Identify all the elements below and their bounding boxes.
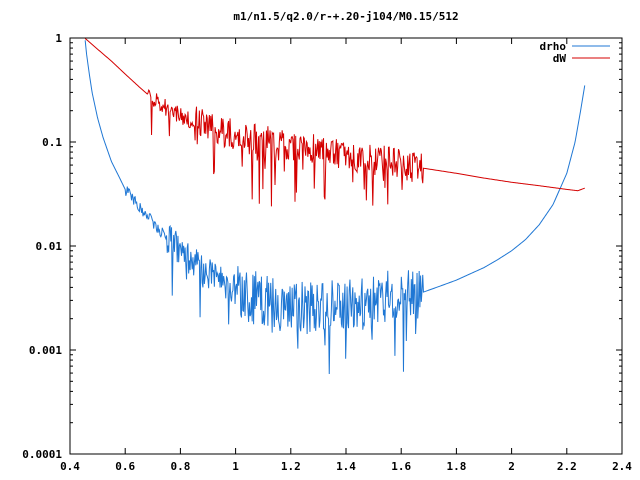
plot-frame bbox=[69, 37, 623, 455]
y-tick-label-3: 0.001 bbox=[29, 344, 62, 357]
x-tick-label-8: 2 bbox=[508, 460, 515, 473]
x-tick-label-10: 2.4 bbox=[612, 460, 632, 473]
axis-ticks: 0.4 0.6 0.8 1 1.2 1.4 1.6 1.8 2 2.2 2.4 1 0.1 0.01 0.0… bbox=[22, 32, 632, 473]
x-tick-label-5: 1.4 bbox=[336, 460, 356, 473]
x-tick-label-9: 2.2 bbox=[557, 460, 577, 473]
x-tick-label-0: 0.4 bbox=[60, 460, 80, 473]
series-layer bbox=[84, 38, 586, 375]
x-tick-label-7: 1.8 bbox=[446, 460, 466, 473]
x-tick-label-4: 1.2 bbox=[281, 460, 301, 473]
y-tick-label-1: 0.1 bbox=[42, 136, 62, 149]
x-tick-label-3: 1 bbox=[232, 460, 239, 473]
chart-title: m1/n1.5/q2.0/r-+.20-j104/M0.15/512 bbox=[233, 10, 458, 23]
x-tick-label-6: 1.6 bbox=[391, 460, 411, 473]
legend-label-dW: dW bbox=[553, 52, 567, 65]
x-tick-label-1: 0.6 bbox=[115, 460, 135, 473]
legend-label-drho: drho bbox=[540, 40, 567, 53]
y-tick-label-4: 0.0001 bbox=[22, 448, 62, 461]
y-tick-label-0: 1 bbox=[55, 32, 62, 45]
series-line-dW bbox=[84, 38, 585, 207]
series-line-drho bbox=[84, 40, 586, 375]
y-tick-label-2: 0.01 bbox=[36, 240, 63, 253]
x-tick-label-2: 0.8 bbox=[170, 460, 190, 473]
